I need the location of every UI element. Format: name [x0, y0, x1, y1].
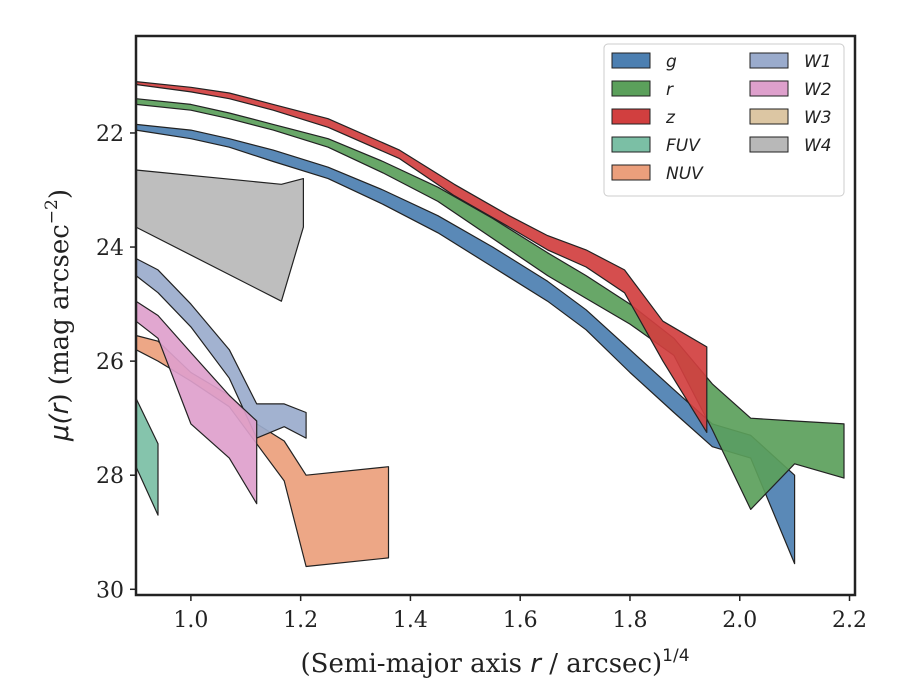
x-axis-label-tail: / arcsec) [541, 649, 662, 679]
x-tick-label: 2.0 [722, 608, 757, 633]
legend-swatch-z [611, 108, 651, 125]
legend-label-nuv: NUV [666, 164, 704, 184]
y-tick-label: 30 [96, 578, 124, 603]
legend-swatch-w2 [749, 80, 789, 97]
x-tick-label: 2.2 [832, 608, 867, 633]
legend-swatch-g [611, 52, 651, 69]
y-axis-label-var: r [45, 401, 75, 414]
legend-swatch-w4 [749, 136, 789, 153]
legend-label-z: z [665, 108, 676, 128]
x-axis-label-main: (Semi-major axis [300, 649, 530, 679]
x-tick-label: 1.4 [393, 608, 428, 633]
x-tick-label: 1.8 [612, 608, 647, 633]
legend-label-w3: W3 [804, 108, 832, 128]
legend-swatch-w3 [749, 108, 789, 125]
legend-label-fuv: FUV [666, 136, 701, 156]
legend-swatch-r [611, 80, 651, 97]
x-axis-label: (Semi-major axis r / arcsec)1/4 [300, 646, 689, 679]
legend-swatch-nuv [611, 164, 651, 181]
y-tick-label: 22 [96, 122, 124, 147]
x-axis-label-var: r [530, 649, 543, 679]
band-r [135, 98, 845, 510]
y-axis-label-sup: −2 [42, 199, 62, 224]
x-tick-label: 1.2 [283, 608, 318, 633]
legend-swatch-w1 [749, 52, 789, 69]
y-axis-label-tail: ) (mag arcsec [45, 224, 75, 403]
y-tick-label: 28 [96, 464, 124, 489]
y-axis-label: μ(r) (mag arcsec−2) [42, 189, 75, 442]
band-g [135, 123, 796, 565]
band-w2 [135, 300, 258, 505]
legend: grz FUV NUV W1 W2 W3 W4 [603, 43, 845, 197]
legend-swatch-fuv [611, 136, 651, 153]
plot-frame [134, 34, 857, 597]
x-tick-label: 1.6 [503, 608, 538, 633]
legend-label-w1: W1 [804, 52, 832, 72]
bands-layer [135, 80, 845, 568]
y-axis-label-main: μ( [45, 412, 75, 442]
y-tick-label: 26 [96, 350, 124, 375]
x-axis-label-sup: 1/4 [662, 646, 689, 666]
ticks-layer: 1.0 1.2 1.4 1.6 1.8 2.0 2.2 22 24 26 28 30 [96, 122, 867, 633]
band-w1 [135, 257, 307, 439]
legend-label-w4: W4 [804, 136, 832, 156]
band-fuv [135, 397, 159, 516]
legend-label-r: r [666, 80, 674, 100]
x-tick-label: 1.0 [173, 608, 208, 633]
legend-label-g: g [666, 52, 677, 72]
legend-label-w2: W2 [804, 80, 832, 100]
band-z [135, 80, 708, 433]
y-tick-label: 24 [96, 236, 124, 261]
y-axis-label-close: ) [45, 189, 75, 199]
